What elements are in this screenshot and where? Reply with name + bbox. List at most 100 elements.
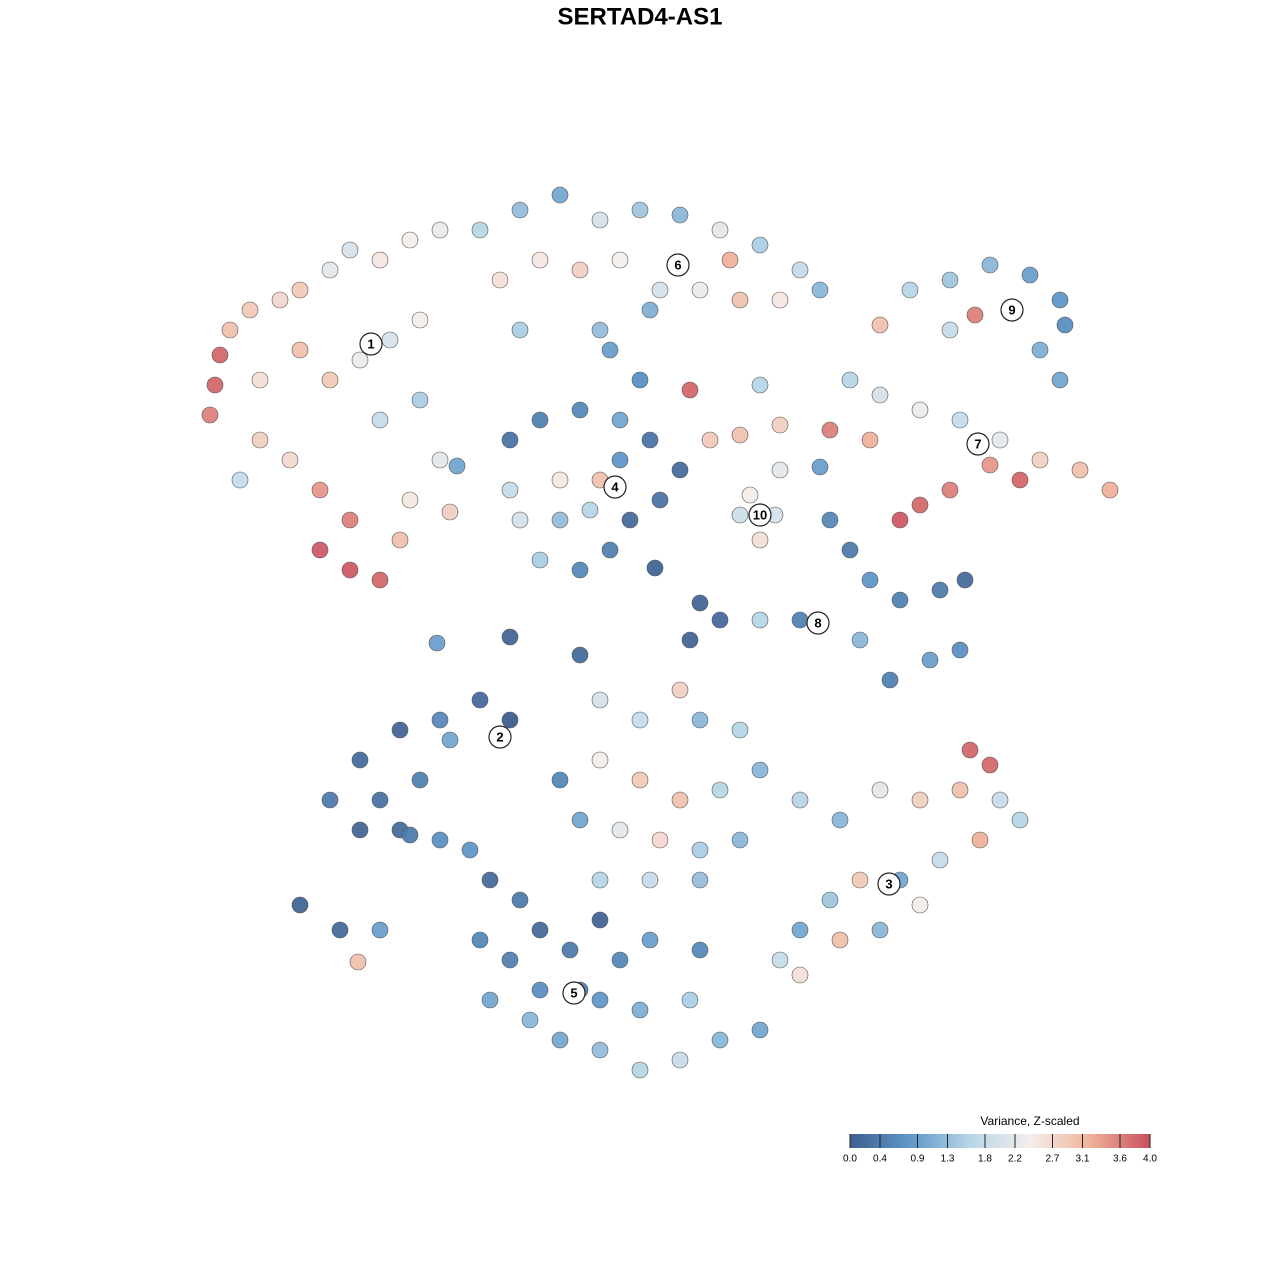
colorbar-tick-label: 2.7 (1046, 1154, 1060, 1165)
cluster-badge (603, 475, 627, 499)
point (721, 251, 739, 269)
point (851, 871, 869, 889)
point (611, 951, 629, 969)
point (641, 871, 659, 889)
point (428, 634, 446, 652)
point (891, 511, 909, 529)
point (681, 631, 699, 649)
point (811, 458, 829, 476)
point (791, 611, 809, 629)
cluster-badge (1000, 298, 1024, 322)
point (441, 503, 459, 521)
point (711, 1031, 729, 1049)
point (741, 486, 759, 504)
point (431, 711, 449, 729)
point (671, 791, 689, 809)
point (291, 281, 309, 299)
point (571, 811, 589, 829)
point (291, 341, 309, 359)
point (321, 791, 339, 809)
point (371, 921, 389, 939)
point (591, 211, 609, 229)
point (941, 481, 959, 499)
point (471, 691, 489, 709)
point (751, 1021, 769, 1039)
point (621, 511, 639, 529)
point (241, 301, 259, 319)
point (711, 781, 729, 799)
point (531, 411, 549, 429)
point (791, 261, 809, 279)
point (221, 321, 239, 339)
point (251, 371, 269, 389)
point (371, 411, 389, 429)
colorbar-tick-label: 0.0 (843, 1154, 857, 1165)
point (991, 431, 1009, 449)
point (811, 281, 829, 299)
point (771, 951, 789, 969)
point (381, 331, 399, 349)
point (401, 231, 419, 249)
point (371, 251, 389, 269)
point (311, 481, 329, 499)
point (371, 791, 389, 809)
point (731, 291, 749, 309)
point (551, 186, 569, 204)
point (841, 371, 859, 389)
point (981, 756, 999, 774)
point (651, 281, 669, 299)
chart-title: SERTAD4-AS1 (558, 3, 723, 30)
cluster-label: 7 (974, 436, 981, 451)
point (349, 953, 367, 971)
point (281, 451, 299, 469)
point (871, 386, 889, 404)
point (401, 826, 419, 844)
point (481, 991, 499, 1009)
point (791, 966, 809, 984)
point (591, 871, 609, 889)
point (206, 376, 224, 394)
point (551, 1031, 569, 1049)
point (611, 451, 629, 469)
point (601, 541, 619, 559)
point (571, 261, 589, 279)
point (691, 941, 709, 959)
colorbar (850, 1134, 1150, 1148)
point (571, 561, 589, 579)
point (551, 771, 569, 789)
point (671, 681, 689, 699)
point (631, 1061, 649, 1079)
point (501, 711, 519, 729)
point (791, 791, 809, 809)
point (961, 741, 979, 759)
point (821, 421, 839, 439)
point (641, 431, 659, 449)
cluster-badge (562, 981, 586, 1005)
point (951, 781, 969, 799)
point (571, 401, 589, 419)
point (691, 841, 709, 859)
point (1051, 371, 1069, 389)
point (771, 291, 789, 309)
point (431, 831, 449, 849)
point (511, 891, 529, 909)
point (911, 896, 929, 914)
cluster-badge (966, 432, 990, 456)
point (651, 831, 669, 849)
point (351, 351, 369, 369)
point (1071, 461, 1089, 479)
point (1056, 316, 1074, 334)
point (591, 751, 609, 769)
point (671, 1051, 689, 1069)
point (691, 871, 709, 889)
cluster-badge (806, 611, 830, 635)
point (771, 461, 789, 479)
point (951, 641, 969, 659)
point (511, 321, 529, 339)
point (611, 411, 629, 429)
point (501, 951, 519, 969)
point (631, 1001, 649, 1019)
point (981, 456, 999, 474)
point (966, 306, 984, 324)
